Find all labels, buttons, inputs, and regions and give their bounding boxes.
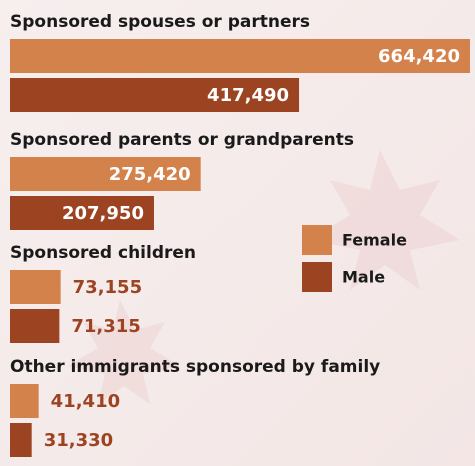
bar xyxy=(10,196,154,230)
value-label: 207,950 xyxy=(62,203,144,224)
bar xyxy=(10,270,61,304)
bar xyxy=(10,384,39,418)
value-label: 417,490 xyxy=(207,85,289,106)
decor-leaves xyxy=(68,150,460,404)
legend-swatch xyxy=(302,262,332,292)
bar xyxy=(10,423,32,457)
bar xyxy=(10,78,300,112)
bar xyxy=(10,157,201,191)
value-label: 41,410 xyxy=(51,391,120,412)
value-label: 71,315 xyxy=(71,316,140,337)
value-label: 275,420 xyxy=(109,164,191,185)
bar xyxy=(10,309,60,343)
value-label: 73,155 xyxy=(73,277,142,298)
value-label: 664,420 xyxy=(378,46,460,67)
legend-label: Male xyxy=(342,268,385,287)
category-heading: Sponsored spouses or partners xyxy=(10,12,310,32)
legend-label: Female xyxy=(342,231,407,250)
legend-swatch xyxy=(302,225,332,255)
bar xyxy=(10,39,470,73)
category-heading: Sponsored parents or grandparents xyxy=(10,130,354,150)
category-heading: Other immigrants sponsored by family xyxy=(10,357,380,377)
category-heading: Sponsored children xyxy=(10,243,196,263)
value-label: 31,330 xyxy=(44,430,113,451)
